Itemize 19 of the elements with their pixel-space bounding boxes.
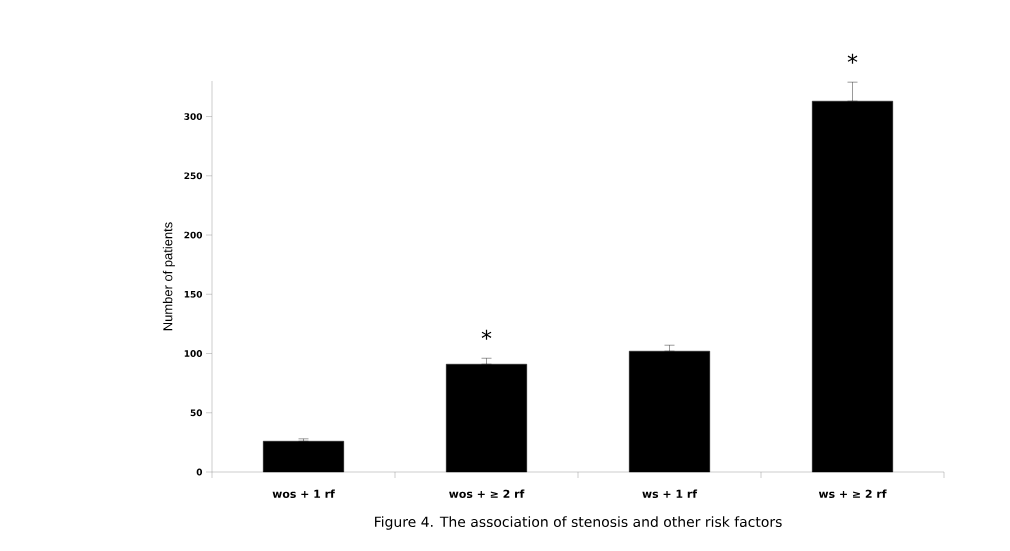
y-axis-title: Number of patients <box>162 222 175 331</box>
y-tick-label: 300 <box>184 113 203 120</box>
bar <box>812 100 893 473</box>
bar <box>446 363 527 473</box>
bar <box>629 350 710 473</box>
y-tick-label: 150 <box>184 290 203 298</box>
x-tick-label: wos + ≥ 2 rf <box>449 489 525 498</box>
annotation: * <box>481 329 492 340</box>
x-tick-label: ws + ≥ 2 rf <box>818 489 887 498</box>
y-tick-label: 50 <box>190 409 203 417</box>
y-tick-label: 100 <box>184 350 203 357</box>
y-tick-label: 200 <box>184 231 203 239</box>
x-tick-label: wos + 1 rf <box>272 489 335 498</box>
y-tick-label: 250 <box>184 172 203 180</box>
annotation: * <box>847 53 858 64</box>
y-tick-label: 0 <box>196 468 203 476</box>
bar <box>263 440 344 473</box>
caption: Figure 4. The association of stenosis and other risk factors <box>375 516 782 530</box>
x-tick-label: ws + 1 rf <box>642 489 698 498</box>
